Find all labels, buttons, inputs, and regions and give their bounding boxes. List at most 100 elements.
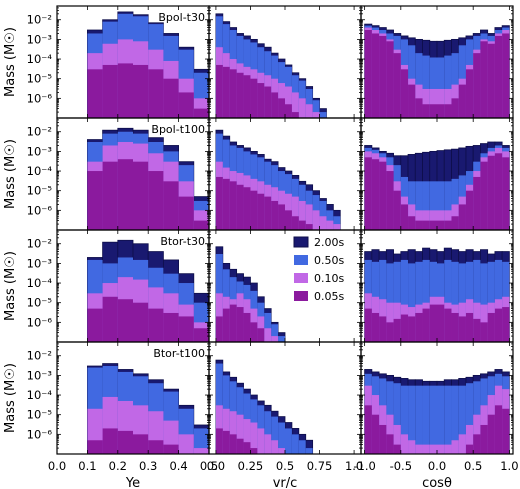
x-tick-label: 1.0	[345, 459, 363, 473]
bar	[415, 210, 423, 230]
bar	[487, 43, 495, 118]
x-tick-label: 0.75	[307, 459, 333, 473]
series-0.05s	[215, 64, 299, 118]
bar	[278, 422, 285, 454]
bar	[364, 405, 372, 454]
x-axis-label: vr/c	[273, 476, 298, 489]
bar	[400, 314, 409, 342]
x-tick-label: 0.1	[78, 459, 96, 473]
bar	[379, 35, 387, 118]
bar	[458, 385, 466, 454]
bar	[257, 328, 265, 342]
y-tick-label: 10⁻⁵	[27, 72, 53, 86]
bar	[133, 302, 149, 342]
bar	[215, 428, 223, 454]
legend-label: 0.50s	[314, 254, 344, 267]
bar	[386, 302, 394, 342]
bar	[278, 98, 285, 118]
bar	[148, 308, 164, 342]
bar	[178, 196, 194, 230]
bar	[429, 210, 437, 230]
bar	[222, 66, 230, 118]
x-tick-label: -1.0	[353, 459, 375, 473]
bar	[437, 57, 445, 118]
bar	[271, 92, 279, 118]
panel-r4-c2	[215, 359, 314, 454]
bar	[487, 155, 495, 230]
bar	[379, 161, 387, 230]
bar	[437, 104, 445, 118]
y-tick-label: 10⁻⁴	[27, 276, 53, 290]
bar	[393, 424, 401, 454]
bar	[422, 220, 430, 230]
y-tick-label: 10⁻⁶	[27, 427, 53, 441]
x-axes: 0.0 0.1 0.2 0.3 0.4 0.5 Ye 0.0 0.25 0.5 0.75 1.0 vr/…	[48, 459, 519, 489]
bar	[243, 187, 251, 230]
bar	[393, 53, 401, 118]
legend-label: 0.05s	[314, 290, 344, 303]
bar	[494, 153, 503, 230]
y-axis-label: Mass (M☉)	[3, 27, 18, 97]
bar	[87, 69, 103, 118]
bar	[229, 304, 237, 342]
bar	[444, 181, 452, 230]
bar	[422, 55, 430, 118]
bar	[429, 220, 437, 230]
bar	[408, 216, 416, 230]
bar	[465, 383, 474, 454]
bar	[386, 322, 394, 342]
y-tick-label: 10⁻²	[27, 349, 52, 363]
bar	[291, 434, 299, 454]
bar	[429, 104, 437, 118]
bar	[429, 385, 437, 454]
bar	[87, 171, 103, 230]
bar	[250, 78, 258, 118]
bar	[465, 312, 474, 342]
bar	[473, 414, 481, 454]
bar	[465, 424, 474, 454]
bar	[473, 176, 481, 230]
bar	[305, 448, 313, 454]
panel-r3-c3	[364, 247, 510, 342]
bar	[400, 69, 409, 118]
bar	[193, 328, 209, 342]
bar	[278, 204, 285, 230]
y-axis-label: Mass (M☉)	[3, 251, 18, 321]
bar	[502, 33, 510, 118]
bar	[393, 190, 401, 230]
bar	[312, 100, 320, 118]
bar	[415, 385, 423, 454]
bar	[215, 64, 223, 118]
bar	[163, 78, 179, 118]
bar	[87, 308, 103, 342]
bar	[271, 324, 279, 342]
bar	[133, 64, 149, 118]
bar	[451, 216, 459, 230]
x-tick-label: 0.3	[139, 459, 157, 473]
bar	[480, 263, 488, 342]
bar	[319, 216, 327, 230]
bar	[278, 448, 285, 454]
x-tick-label: -0.5	[390, 459, 412, 473]
bar	[502, 307, 510, 342]
bar	[271, 200, 279, 230]
bar	[379, 316, 387, 342]
bar	[264, 328, 272, 342]
series-0.05s	[364, 30, 510, 118]
panel-r1-c1	[87, 11, 209, 118]
legend-swatch	[293, 236, 309, 248]
bar	[257, 428, 265, 454]
bar	[250, 190, 258, 230]
bar	[487, 312, 495, 342]
bar	[444, 385, 452, 454]
bar	[326, 210, 334, 230]
bar	[444, 104, 452, 118]
series-0.05s	[364, 153, 510, 230]
panel-title: Bpol-t30	[158, 11, 205, 24]
bar	[393, 444, 401, 454]
bar	[257, 193, 265, 230]
y-tick-label: 10⁻²	[27, 125, 52, 139]
bar	[271, 336, 279, 342]
bar	[422, 308, 430, 342]
legend-label: 0.10s	[314, 272, 344, 285]
